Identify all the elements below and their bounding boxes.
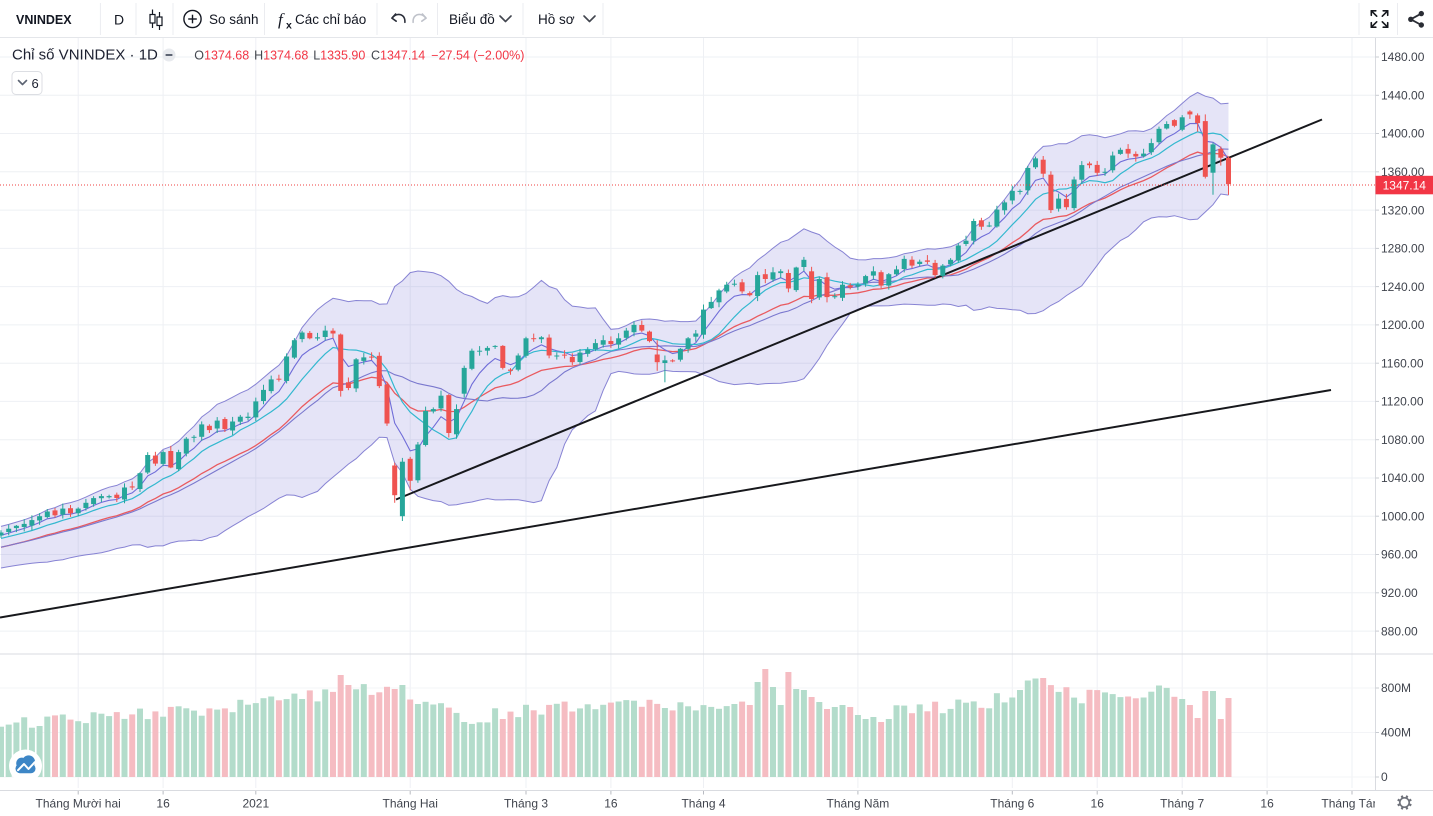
- svg-text:So sánh: So sánh: [209, 12, 259, 27]
- svg-text:1480.00: 1480.00: [1381, 50, 1425, 64]
- svg-text:H1374.68: H1374.68: [254, 48, 308, 62]
- svg-text:1040.00: 1040.00: [1381, 471, 1425, 485]
- svg-text:1200.00: 1200.00: [1381, 318, 1425, 332]
- svg-text:1000.00: 1000.00: [1381, 509, 1425, 523]
- svg-text:f: f: [278, 10, 285, 29]
- svg-text:Tháng Mười hai: Tháng Mười hai: [36, 797, 121, 811]
- svg-text:16: 16: [1091, 797, 1105, 811]
- svg-text:Tháng 6: Tháng 6: [990, 797, 1034, 811]
- svg-text:Hồ sơ: Hồ sơ: [538, 12, 575, 27]
- svg-text:Tháng 7: Tháng 7: [1160, 797, 1204, 811]
- svg-text:16: 16: [156, 797, 170, 811]
- svg-text:1320.00: 1320.00: [1381, 203, 1425, 217]
- svg-text:400M: 400M: [1381, 726, 1411, 740]
- svg-text:2021: 2021: [242, 797, 269, 811]
- svg-text:Tháng 3: Tháng 3: [504, 797, 548, 811]
- svg-text:1400.00: 1400.00: [1381, 127, 1425, 141]
- svg-text:D: D: [114, 12, 124, 28]
- svg-text:Biểu đồ: Biểu đồ: [449, 12, 495, 27]
- svg-text:Tháng Hai: Tháng Hai: [383, 797, 438, 811]
- svg-text:−27.54 (−2.00%): −27.54 (−2.00%): [431, 48, 524, 62]
- svg-text:0: 0: [1381, 770, 1388, 784]
- svg-text:VNINDEX: VNINDEX: [16, 13, 72, 27]
- svg-text:Tháng Tám: Tháng Tám: [1321, 797, 1382, 811]
- svg-text:1280.00: 1280.00: [1381, 242, 1425, 256]
- svg-text:Tháng Năm: Tháng Năm: [827, 797, 890, 811]
- svg-text:L1335.90: L1335.90: [313, 48, 365, 62]
- svg-text:Các chỉ báo: Các chỉ báo: [295, 12, 366, 27]
- svg-text:x: x: [286, 20, 292, 32]
- svg-text:1360.00: 1360.00: [1381, 165, 1425, 179]
- svg-text:6: 6: [32, 76, 39, 91]
- svg-text:1440.00: 1440.00: [1381, 89, 1425, 103]
- svg-text:16: 16: [1260, 797, 1274, 811]
- svg-text:1160.00: 1160.00: [1381, 356, 1424, 370]
- svg-text:1080.00: 1080.00: [1381, 433, 1425, 447]
- svg-text:1120.00: 1120.00: [1381, 395, 1424, 409]
- svg-text:880.00: 880.00: [1381, 624, 1418, 638]
- svg-text:960.00: 960.00: [1381, 548, 1418, 562]
- svg-text:1240.00: 1240.00: [1381, 280, 1425, 294]
- svg-text:16: 16: [604, 797, 618, 811]
- svg-text:O1374.68: O1374.68: [194, 48, 249, 62]
- svg-text:Tháng 4: Tháng 4: [681, 797, 725, 811]
- svg-text:Chỉ số VNINDEX · 1D: Chỉ số VNINDEX · 1D: [12, 47, 158, 64]
- svg-text:1347.14: 1347.14: [1383, 179, 1427, 193]
- svg-text:920.00: 920.00: [1381, 586, 1418, 600]
- svg-text:800M: 800M: [1381, 681, 1411, 695]
- svg-text:C1347.14: C1347.14: [371, 48, 425, 62]
